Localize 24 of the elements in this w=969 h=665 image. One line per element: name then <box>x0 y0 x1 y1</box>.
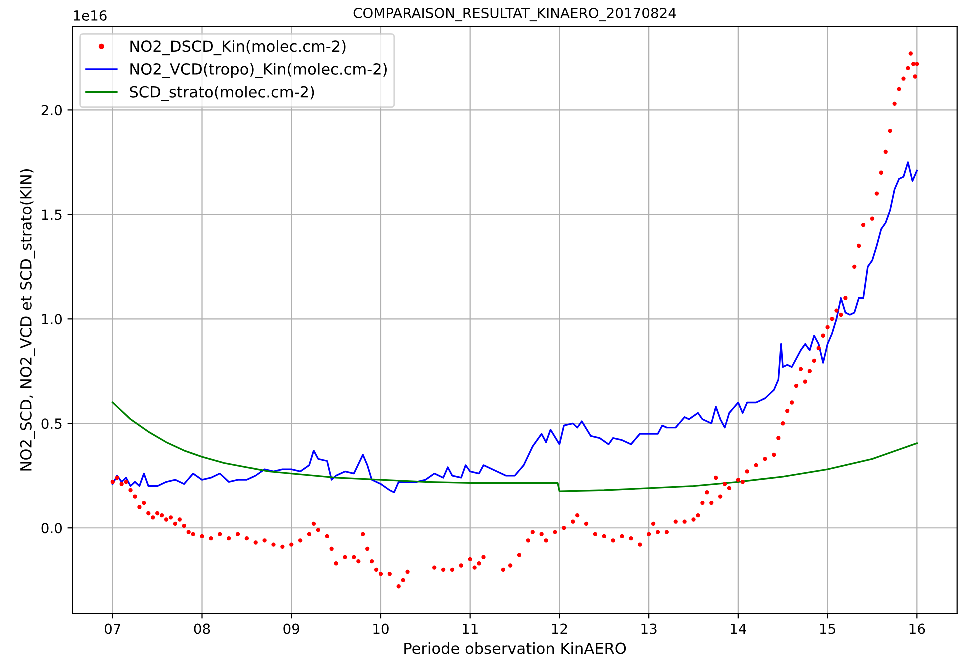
x-tick-label: 11 <box>463 624 478 634</box>
x-tick-label: 12 <box>552 624 568 634</box>
x-tick-label: 07 <box>104 624 121 634</box>
legend-label: NO2_VCD(tropo)_Kin(molec.cm-2) <box>130 63 387 78</box>
x-tick-label: 14 <box>731 624 746 634</box>
chart-title: COMPARAISON_RESULTAT_KINAERO_20170824 <box>354 8 676 22</box>
x-tick-label: 15 <box>820 624 836 634</box>
x-axis-title: Periode observation KinAERO <box>404 642 626 654</box>
y-tick-label: 2.0 <box>42 105 62 116</box>
legend-label: SCD_strato(molec.cm-2) <box>130 86 314 102</box>
x-tick-label: 08 <box>194 624 210 634</box>
line-series <box>112 162 918 494</box>
text: 1e16 <box>74 10 107 21</box>
legend-label: NO2_DSCD_Kin(molec.cm-2) <box>130 40 346 56</box>
y-axis-title: NO2_SCD, NO2_VCD et SCD_strato(KIN) <box>20 170 36 471</box>
y-tick-label: 0.5 <box>42 418 62 430</box>
line-series <box>112 402 918 492</box>
x-tick-label: 13 <box>642 624 657 634</box>
y-tick-label: 1.5 <box>42 210 62 220</box>
x-tick-label: 16 <box>910 624 926 634</box>
y-tick-label: 1.0 <box>42 314 62 325</box>
x-tick-label: 10 <box>374 624 389 634</box>
x-tick-label: 09 <box>284 624 300 634</box>
y-tick-label: 0.0 <box>42 523 62 534</box>
